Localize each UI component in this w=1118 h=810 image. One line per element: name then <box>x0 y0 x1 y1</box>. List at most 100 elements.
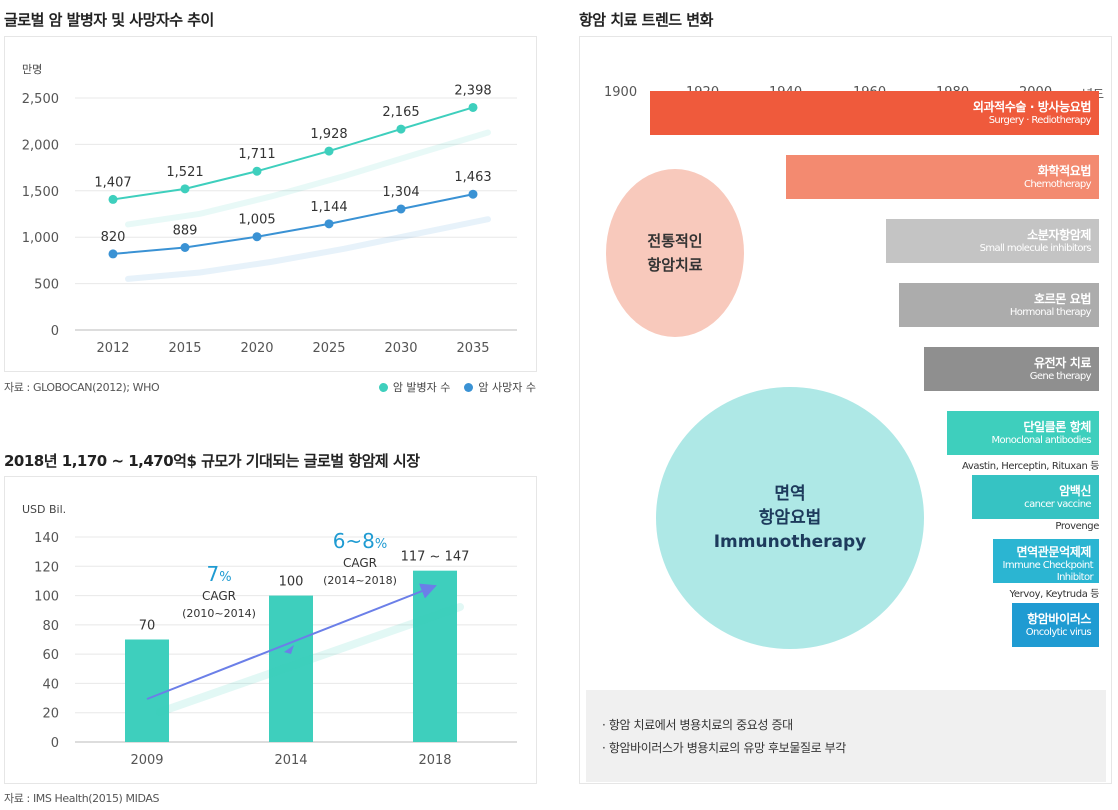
bar-data-label: 100 <box>279 575 304 590</box>
bar-y-tick-label: 80 <box>42 619 59 634</box>
line-chart-unit: 만명 <box>22 63 42 76</box>
therapy-monoclonal-en: Monoclonal antibodies <box>991 435 1091 446</box>
line-x-tick-label: 2020 <box>240 341 273 356</box>
line-data-label: 1,407 <box>94 175 131 190</box>
line-data-label: 2,165 <box>382 105 419 120</box>
line-y-tick-label: 1,000 <box>22 231 59 246</box>
bar-y-tick-label: 0 <box>51 736 59 751</box>
legend-item-incidence: 암 발병자 수 <box>378 379 451 395</box>
line-point <box>108 249 118 259</box>
market-source: 자료 : IMS Health(2015) MIDAS <box>4 792 160 805</box>
growth-arrow <box>146 583 437 700</box>
line-chart: 만명 0 500 1,000 1,500 2,000 2,500 2012 2015 2020 20… <box>22 63 517 356</box>
line-data-label: 1,304 <box>382 185 419 200</box>
bar-x-tick-label: 2009 <box>130 753 163 768</box>
legend-item-deaths: 암 사망자 수 <box>464 379 536 395</box>
growth-arrow-midpoint <box>284 645 294 654</box>
therapy-oncolytic-ko: 항암바이러스 <box>1027 612 1091 626</box>
therapy-gene: 유전자 치료 Gene therapy <box>924 347 1099 391</box>
line-point <box>252 166 262 176</box>
line-point <box>324 146 334 156</box>
line-point <box>180 184 190 194</box>
cagr-label: CAGR <box>343 556 377 570</box>
bar-y-tick-label: 60 <box>42 648 59 663</box>
line-point <box>324 219 334 229</box>
therapy-small-molecule-ko: 소분자항암제 <box>1027 228 1091 242</box>
global-cancer-title: 글로벌 암 발병자 및 사망자수 추이 <box>4 11 214 29</box>
therapy-monoclonal-ko: 단일클론 항체 <box>1023 420 1091 434</box>
bar <box>125 639 169 742</box>
cagr-period: (2014~2018) <box>323 574 397 587</box>
line-data-label: 1,144 <box>310 200 347 215</box>
line-x-tick-label: 2035 <box>456 341 489 356</box>
line-data-label: 1,928 <box>310 127 347 142</box>
bar-y-tick-label: 100 <box>34 590 59 605</box>
line-point <box>396 204 406 214</box>
line-x-tick-label: 2025 <box>312 341 345 356</box>
therapy-vaccine-en: cancer vaccine <box>1024 499 1091 510</box>
line-point <box>252 232 262 242</box>
therapy-hormonal: 호르몬 요법 Hormonal therapy <box>899 283 1099 327</box>
line-point <box>468 189 478 199</box>
line-series-shadow <box>125 129 491 228</box>
line-y-tick-label: 500 <box>34 278 59 293</box>
therapy-surgery: 외과적수술 · 방사능요법 Surgery · Rediotherapy <box>650 91 1099 135</box>
line-point <box>108 194 118 204</box>
line-point <box>180 243 190 253</box>
line-series-0 <box>112 106 474 201</box>
legend-label-incidence: 암 발병자 수 <box>392 381 451 394</box>
line-y-tick-label: 2,500 <box>22 92 59 107</box>
bar <box>269 595 313 742</box>
line-data-label: 889 <box>173 224 198 239</box>
bar <box>413 570 457 742</box>
legend-dot-incidence <box>378 382 388 392</box>
therapy-small-molecule-en: Small molecule inhibitors <box>979 243 1092 254</box>
trend-notes: · 항암 치료에서 병용치료의 중요성 증대 · 항암바이러스가 병용치료의 유… <box>586 690 1106 782</box>
therapy-checkpoint-en: Immune Checkpoint Inhibitor <box>1002 560 1093 583</box>
line-x-tick-label: 2012 <box>96 341 129 356</box>
bar-data-label: 117 ~ 147 <box>401 550 470 565</box>
therapy-hormonal-ko: 호르몬 요법 <box>1034 292 1091 306</box>
line-data-label: 1,463 <box>454 170 491 185</box>
market-title: 2018년 1,170 ~ 1,470억$ 규모가 기대되는 글로벌 항암제 시… <box>4 452 420 470</box>
line-data-label: 1,711 <box>238 147 275 162</box>
therapy-vaccine-example: Provenge <box>1055 521 1099 532</box>
therapy-monoclonal: 단일클론 항체 Monoclonal antibodies <box>947 411 1099 455</box>
line-x-tick-label: 2030 <box>384 341 417 356</box>
year-1900: 1900 <box>604 85 638 100</box>
therapy-vaccine-ko: 암백신 <box>1059 484 1091 498</box>
line-data-label: 820 <box>101 230 126 245</box>
line-data-label: 1,521 <box>166 165 203 180</box>
line-x-tick-label: 2015 <box>168 341 201 356</box>
therapy-vaccine: 암백신 cancer vaccine <box>972 475 1099 519</box>
therapy-gene-ko: 유전자 치료 <box>1034 356 1091 370</box>
therapy-chemo-en: Chemotherapy <box>1023 179 1092 190</box>
therapy-checkpoint: 면역관문억제제 Immune Checkpoint Inhibitor <box>993 539 1099 583</box>
line-series-1 <box>112 193 474 255</box>
bar-data-label: 70 <box>139 619 156 634</box>
line-y-tick-label: 1,500 <box>22 185 59 200</box>
traditional-line-1: 전통적인 <box>647 232 703 250</box>
therapy-surgery-en: Surgery · Rediotherapy <box>988 115 1092 126</box>
therapy-surgery-ko: 외과적수술 · 방사능요법 <box>972 100 1092 114</box>
line-y-tick-label: 2,000 <box>22 138 59 153</box>
immuno-line-3: Immunotherapy <box>713 532 867 552</box>
therapy-chemo-ko: 화학적요법 <box>1037 164 1092 178</box>
immuno-line-2: 항암요법 <box>758 508 822 528</box>
cagr-value: 7% <box>206 562 231 586</box>
line-point <box>396 124 406 134</box>
traditional-therapy-circle: 전통적인 항암치료 <box>606 169 744 337</box>
cagr-value: 6~8% <box>333 529 388 553</box>
trend-panel: 1900 1920 1940 1960 1980 2000 년도 전통적인 항암… <box>579 36 1112 784</box>
bar-y-tick-label: 20 <box>42 707 59 722</box>
therapy-oncolytic-en: Oncolytic virus <box>1025 627 1092 638</box>
trend-note-1: · 항암 치료에서 병용치료의 중요성 증대 <box>602 718 793 732</box>
therapy-chemo: 화학적요법 Chemotherapy <box>786 155 1099 199</box>
line-data-label: 1,005 <box>238 213 275 228</box>
bar-y-tick-label: 40 <box>42 677 59 692</box>
line-chart-legend: 암 발병자 수 암 사망자 수 <box>378 379 536 395</box>
legend-dot-deaths <box>464 382 474 392</box>
bar-chart: USD Bil. 0 20 40 60 80 100 120 140 70 2009 100 2014 1… <box>22 503 517 768</box>
therapy-small-molecule: 소분자항암제 Small molecule inhibitors <box>886 219 1099 263</box>
therapy-gene-en: Gene therapy <box>1029 371 1092 382</box>
